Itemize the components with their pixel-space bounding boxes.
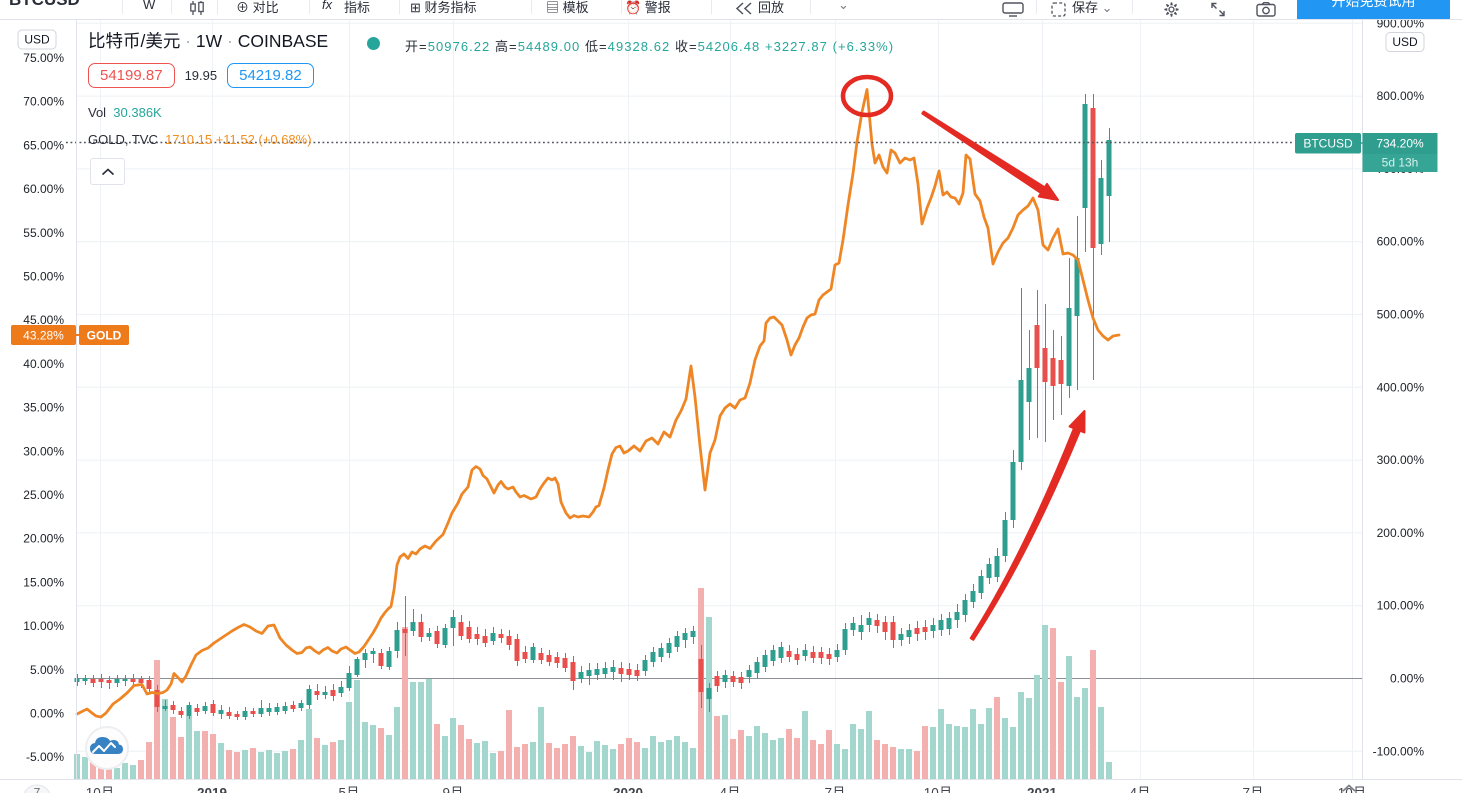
svg-text:7: 7: [34, 786, 41, 794]
svg-text:40.00%: 40.00%: [23, 357, 64, 371]
svg-text:75.00%: 75.00%: [23, 51, 64, 65]
svg-text:5月: 5月: [338, 786, 359, 794]
svg-text:15.00%: 15.00%: [23, 575, 64, 589]
svg-text:GOLD: GOLD: [87, 329, 122, 343]
svg-text:10.00%: 10.00%: [23, 619, 64, 633]
svg-text:25.00%: 25.00%: [23, 488, 64, 502]
svg-text:USD: USD: [1392, 35, 1418, 49]
svg-text:BTCUSD: BTCUSD: [1303, 137, 1353, 151]
svg-text:10月: 10月: [924, 786, 953, 794]
svg-text:70.00%: 70.00%: [23, 95, 64, 109]
svg-text:2019: 2019: [197, 786, 227, 794]
svg-text:4月: 4月: [1129, 786, 1150, 794]
svg-text:400.00%: 400.00%: [1377, 380, 1425, 394]
svg-text:2020: 2020: [613, 786, 643, 794]
svg-text:4月: 4月: [719, 786, 740, 794]
svg-text:734.20%: 734.20%: [1376, 137, 1424, 151]
svg-text:0.00%: 0.00%: [1390, 672, 1424, 686]
svg-text:50.00%: 50.00%: [23, 270, 64, 284]
svg-text:60.00%: 60.00%: [23, 182, 64, 196]
svg-text:55.00%: 55.00%: [23, 226, 64, 240]
svg-text:20.00%: 20.00%: [23, 532, 64, 546]
svg-text:USD: USD: [24, 33, 50, 47]
svg-text:45.00%: 45.00%: [23, 313, 64, 327]
svg-text:0.00%: 0.00%: [30, 707, 64, 721]
svg-text:100.00%: 100.00%: [1377, 599, 1425, 613]
svg-text:-5.00%: -5.00%: [26, 750, 64, 764]
svg-text:7月: 7月: [1242, 786, 1263, 794]
svg-text:200.00%: 200.00%: [1377, 526, 1425, 540]
svg-text:5.00%: 5.00%: [30, 663, 64, 677]
svg-text:43.28%: 43.28%: [23, 329, 64, 343]
svg-text:300.00%: 300.00%: [1377, 453, 1425, 467]
svg-text:900.00%: 900.00%: [1377, 16, 1425, 30]
svg-text:800.00%: 800.00%: [1377, 89, 1425, 103]
svg-text:500.00%: 500.00%: [1377, 308, 1425, 322]
svg-text:10月: 10月: [86, 786, 115, 794]
svg-text:65.00%: 65.00%: [23, 138, 64, 152]
svg-text:7月: 7月: [824, 786, 845, 794]
svg-text:2021: 2021: [1027, 786, 1058, 794]
svg-text:5d 13h: 5d 13h: [1382, 156, 1419, 170]
svg-text:35.00%: 35.00%: [23, 401, 64, 415]
svg-text:600.00%: 600.00%: [1377, 235, 1425, 249]
svg-text:-100.00%: -100.00%: [1373, 744, 1425, 758]
svg-text:9月: 9月: [442, 786, 463, 794]
svg-text:30.00%: 30.00%: [23, 444, 64, 458]
